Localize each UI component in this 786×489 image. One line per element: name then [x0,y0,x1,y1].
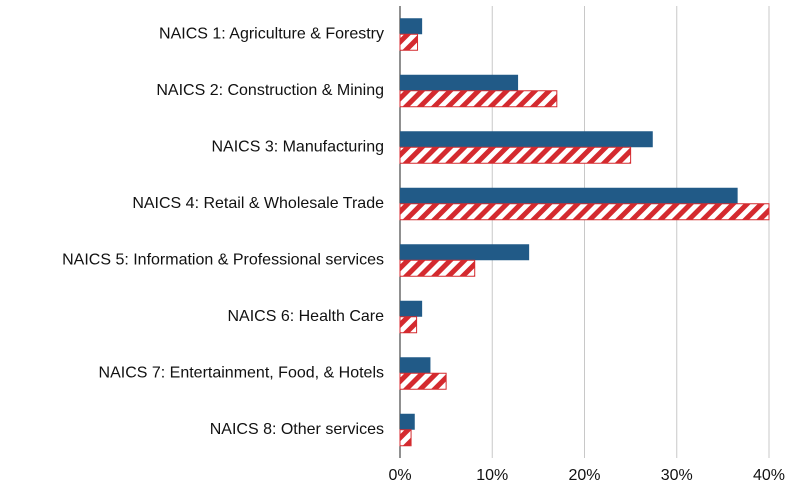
bar [400,244,530,261]
bar [400,187,738,204]
bar [400,357,431,374]
x-tick-label: 20% [568,467,600,484]
bar [399,33,419,51]
bar [400,18,423,35]
x-tick-label: 10% [476,467,508,484]
bar [400,74,519,91]
y-tick-label: NAICS 3: Manufacturing [211,138,384,155]
bar [400,300,423,317]
bar [400,413,415,430]
y-tick-label: NAICS 5: Information & Professional serv… [62,251,384,268]
x-tick-label: 30% [661,467,693,484]
y-tick-label: NAICS 7: Entertainment, Food, & Hotels [99,364,384,381]
y-tick-label: NAICS 8: Other services [210,421,384,438]
bar [399,90,558,108]
y-tick-label: NAICS 1: Agriculture & Forestry [159,25,384,42]
bar [399,316,418,334]
bar [400,131,653,148]
bar [399,146,632,164]
x-tick-label: 40% [753,467,785,484]
bar [399,429,412,447]
y-tick-label: NAICS 6: Health Care [227,308,384,325]
x-tick-label: 0% [388,467,411,484]
bar [399,259,476,277]
y-tick-label: NAICS 2: Construction & Mining [156,82,384,99]
bar [399,372,447,390]
y-tick-label: NAICS 4: Retail & Wholesale Trade [132,195,384,212]
bar [399,203,770,221]
